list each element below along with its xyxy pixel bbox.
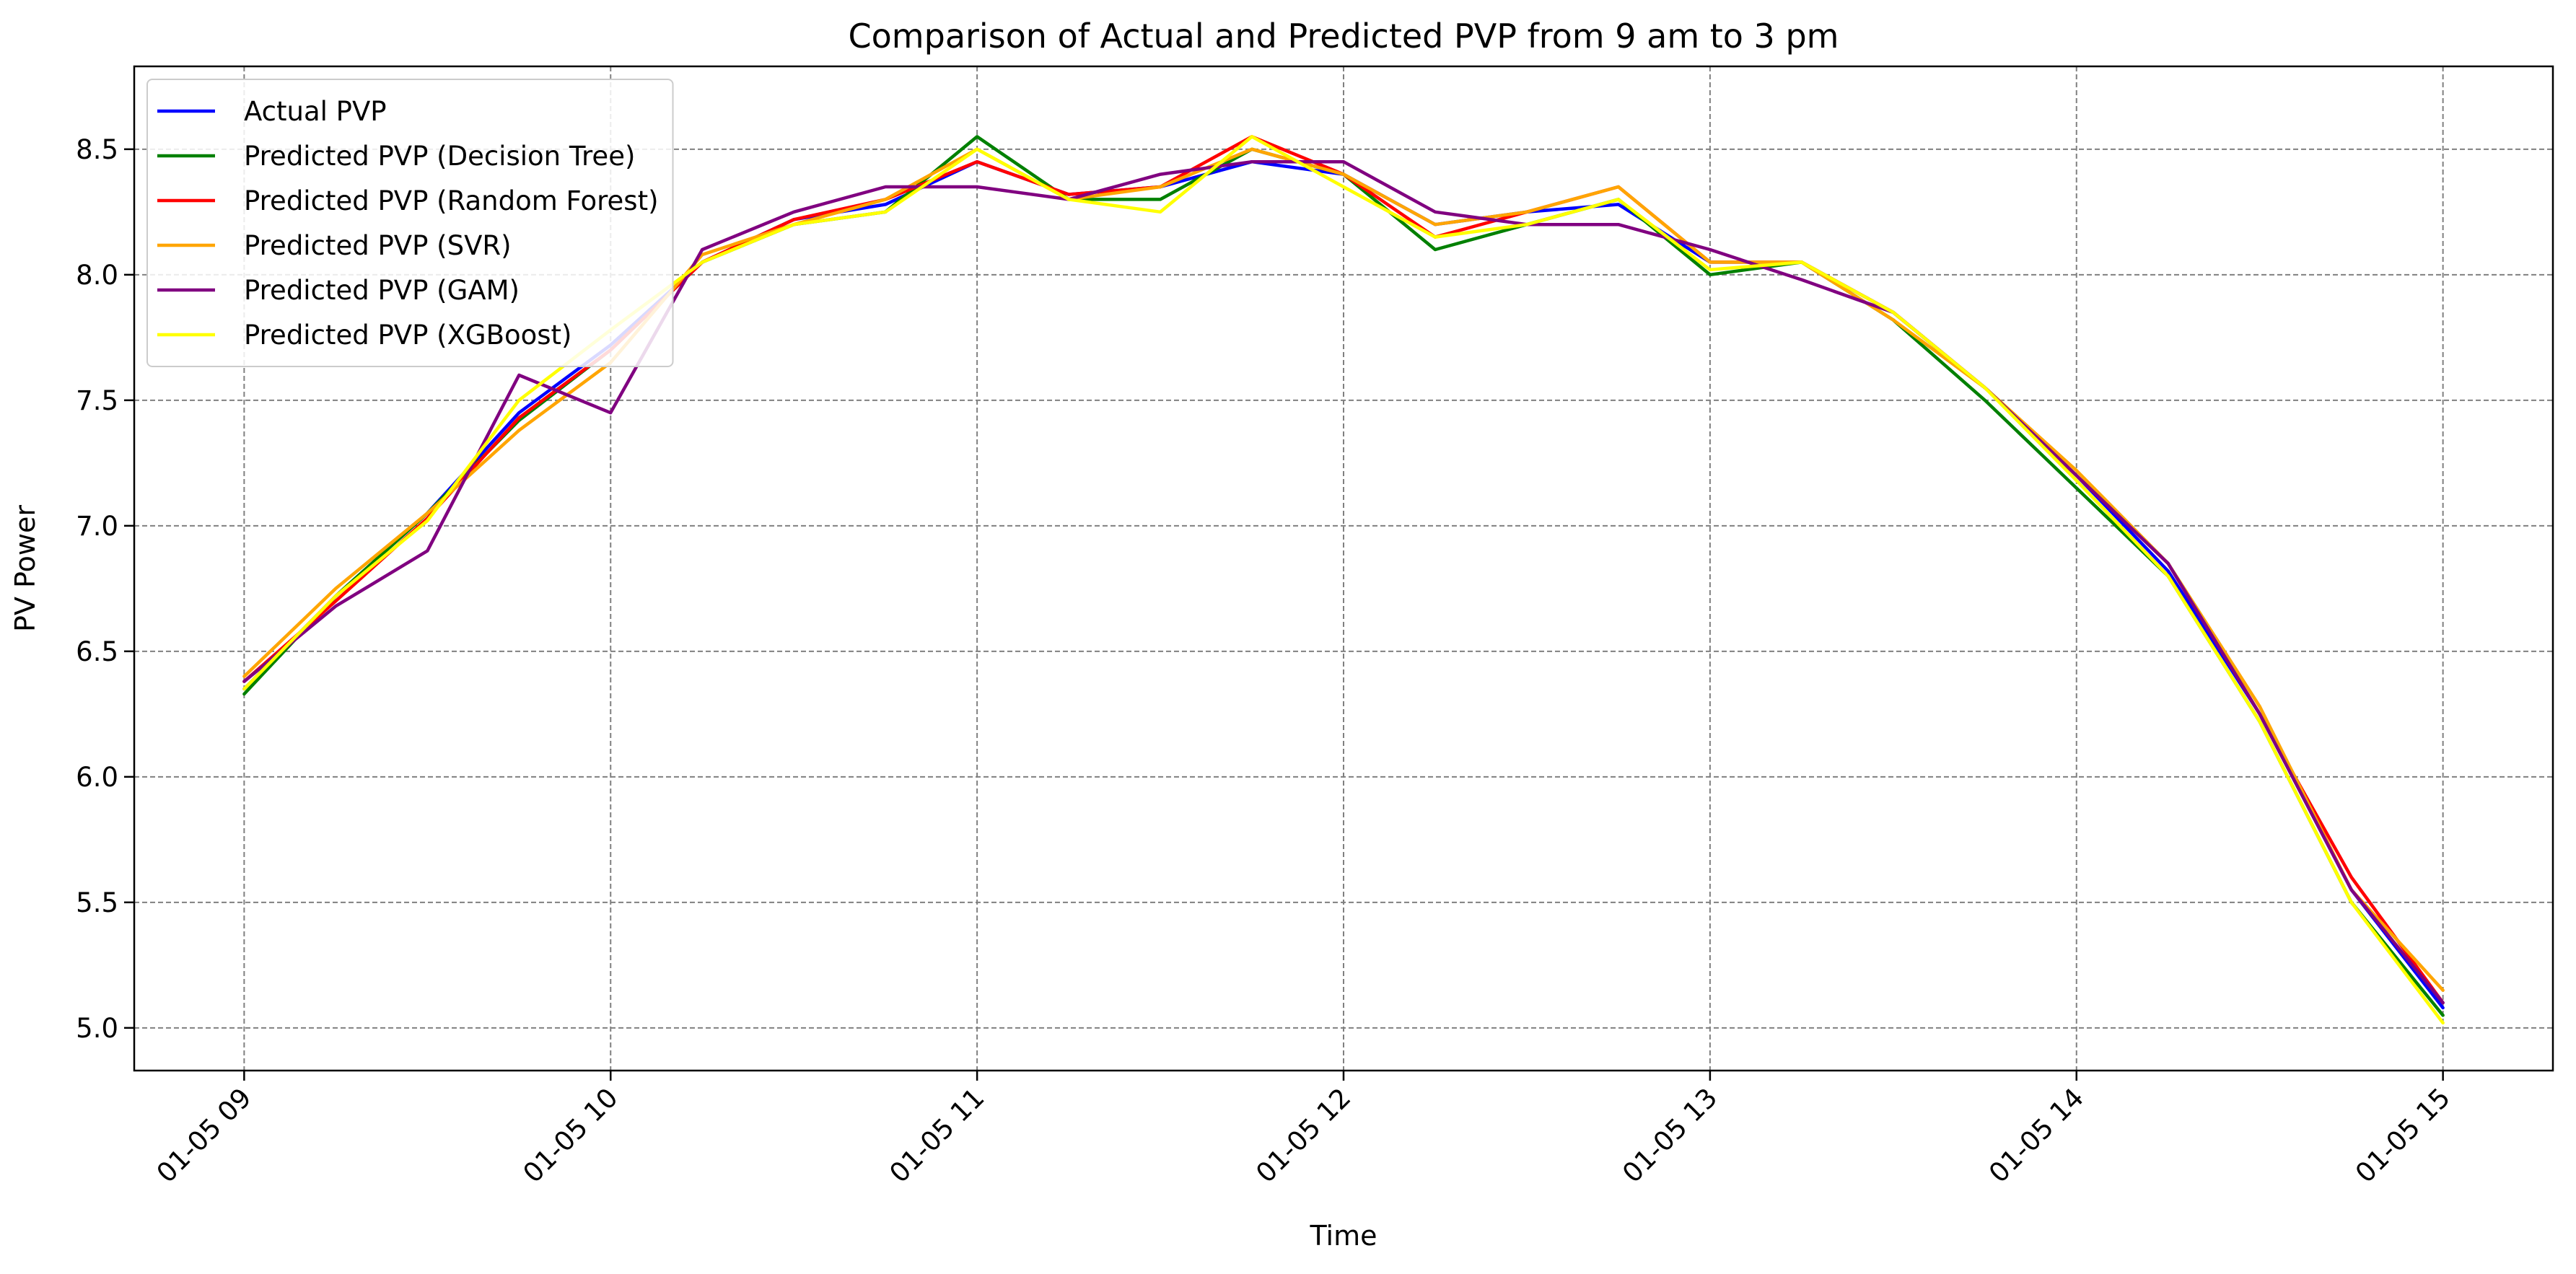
chart-title: Comparison of Actual and Predicted PVP f… <box>849 17 1839 56</box>
legend-entry: Predicted PVP (GAM) <box>244 275 520 306</box>
x-tick-label: 01-05 12 <box>1250 1082 1357 1189</box>
series-line-4 <box>242 159 2445 1005</box>
legend-items: Actual PVP Predicted PVP (Decision Tree) P… <box>157 96 659 351</box>
y-tick-label: 5.0 <box>76 1013 118 1044</box>
y-tick-label: 8.0 <box>76 260 118 291</box>
legend: Actual PVP Predicted PVP (Decision Tree) P… <box>146 79 674 367</box>
legend-entry: Actual PVP <box>244 96 387 127</box>
legend-box <box>146 79 674 367</box>
y-tick-label: 7.5 <box>76 385 118 416</box>
y-tick-label: 6.0 <box>76 762 118 793</box>
y-tick-label: 5.5 <box>76 887 118 918</box>
y-tick-label: 6.5 <box>76 636 118 667</box>
legend-entry: Predicted PVP (Decision Tree) <box>244 141 635 172</box>
y-axis: 5.0 5.5 6.0 6.5 7.0 7.5 8.0 8.5 <box>76 134 134 1044</box>
y-axis-label: PV Power <box>9 505 41 632</box>
legend-entry: Predicted PVP (Random Forest) <box>244 185 659 216</box>
legend-entry: Predicted PVP (SVR) <box>244 230 512 261</box>
x-tick-label: 01-05 09 <box>151 1082 258 1189</box>
x-tick-label: 01-05 15 <box>2349 1082 2456 1189</box>
x-tick-label: 01-05 13 <box>1616 1082 1723 1189</box>
x-axis-label: Time <box>1310 1220 1377 1252</box>
legend-entry: Predicted PVP (XGBoost) <box>244 320 571 351</box>
x-tick-label: 01-05 11 <box>883 1082 990 1189</box>
y-tick-label: 7.0 <box>76 511 118 542</box>
x-tick-label: 01-05 10 <box>517 1082 624 1189</box>
y-tick-label: 8.5 <box>76 134 118 165</box>
x-tick-label: 01-05 14 <box>1983 1082 2090 1189</box>
grid-layer <box>134 66 2553 1071</box>
x-axis: 01-05 09 01-05 10 01-05 11 01-05 12 01-05 13… <box>151 1071 2456 1189</box>
